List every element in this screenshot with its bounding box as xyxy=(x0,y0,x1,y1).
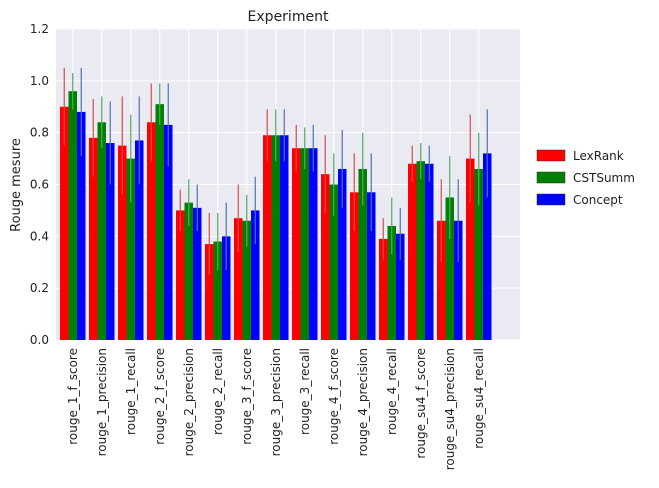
x-tick-label: rouge_su4_precision xyxy=(443,348,457,470)
x-tick-label: rouge_1_precision xyxy=(95,348,109,456)
x-tick-label: rouge_3_precision xyxy=(269,348,283,456)
x-tick-label: rouge_4_recall xyxy=(385,348,399,435)
bar-concept-rouge-3-f-score xyxy=(251,210,260,340)
bar-cstsumm-rouge-3-f-score xyxy=(242,220,251,340)
x-tick-label: rouge_3_f_score xyxy=(240,348,254,445)
y-tick-label: 0.0 xyxy=(30,333,49,347)
y-tick-label: 1.0 xyxy=(30,74,49,88)
bar-lexrank-rouge-1-recall xyxy=(118,145,127,340)
bar-cstsumm-rouge-4-precision xyxy=(358,168,367,340)
bar-lexrank-rouge-2-precision xyxy=(176,210,185,340)
y-tick-label: 0.6 xyxy=(30,178,49,192)
legend-swatch-cstsumm xyxy=(536,171,566,184)
legend-swatch-lexrank xyxy=(536,149,566,162)
legend-swatch-concept xyxy=(536,193,566,206)
bar-concept-rouge-4-precision xyxy=(367,192,376,340)
bar-cstsumm-rouge-1-f-score xyxy=(68,91,77,340)
bar-concept-rouge-2-recall xyxy=(222,236,231,340)
bar-cstsumm-rouge-su4-recall xyxy=(474,168,483,340)
bar-lexrank-rouge-3-precision xyxy=(263,135,272,340)
errors-layer xyxy=(63,67,488,276)
bar-lexrank-rouge-2-recall xyxy=(205,244,214,340)
x-tick-label: rouge_3_recall xyxy=(298,348,312,435)
bar-lexrank-rouge-3-recall xyxy=(292,148,301,340)
y-tick-label: 1.2 xyxy=(30,22,49,36)
x-tick-label: rouge_2_f_score xyxy=(153,348,167,445)
legend: LexRank CSTSumm Concept xyxy=(536,149,635,207)
x-tick-label: rouge_4_f_score xyxy=(327,348,341,445)
x-tick-labels: rouge_1_f_score rouge_1_precision rouge_1_… xyxy=(66,348,486,470)
bar-lexrank-rouge-4-recall xyxy=(379,238,388,340)
bar-concept-rouge-4-recall xyxy=(396,233,405,340)
bar-lexrank-rouge-3-f-score xyxy=(234,218,243,340)
bar-cstsumm-rouge-4-f-score xyxy=(329,184,338,340)
bar-concept-rouge-su4-recall xyxy=(483,153,492,340)
bar-lexrank-rouge-2-f-score xyxy=(147,122,156,340)
bar-concept-rouge-3-precision xyxy=(280,135,289,340)
bar-cstsumm-rouge-1-recall xyxy=(126,158,135,340)
x-tick-label: rouge_4_precision xyxy=(356,348,370,456)
y-tick-labels: 0.0 0.2 0.4 0.6 0.8 1.0 1.2 xyxy=(30,22,49,347)
bar-concept-rouge-su4-f-score xyxy=(425,163,434,340)
bar-lexrank-rouge-4-f-score xyxy=(321,174,330,340)
bar-cstsumm-rouge-2-f-score xyxy=(155,104,164,341)
bar-concept-rouge-2-precision xyxy=(193,207,202,340)
bar-concept-rouge-3-recall xyxy=(309,148,318,340)
x-tick-label: rouge_2_recall xyxy=(211,348,225,435)
x-tick-label: rouge_su4_recall xyxy=(472,348,486,449)
bar-lexrank-rouge-su4-recall xyxy=(466,158,475,340)
bar-cstsumm-rouge-su4-f-score xyxy=(416,161,425,340)
bar-lexrank-rouge-1-precision xyxy=(89,137,98,340)
bar-concept-rouge-1-recall xyxy=(135,140,144,340)
bar-cstsumm-rouge-2-recall xyxy=(213,241,222,340)
y-tick-label: 0.2 xyxy=(30,281,49,295)
x-tick-label: rouge_su4_f_score xyxy=(414,348,428,459)
bars-layer xyxy=(60,91,492,341)
chart-title: Experiment xyxy=(248,9,329,25)
bar-concept-rouge-su4-precision xyxy=(454,220,463,340)
bar-concept-rouge-2-f-score xyxy=(164,124,173,341)
bar-cstsumm-rouge-3-recall xyxy=(300,148,309,340)
bar-concept-rouge-4-f-score xyxy=(338,168,347,340)
bar-lexrank-rouge-1-f-score xyxy=(60,106,69,340)
y-tick-label: 0.4 xyxy=(30,229,49,243)
bar-cstsumm-rouge-3-precision xyxy=(271,135,280,340)
x-tick-label: rouge_1_f_score xyxy=(66,348,80,445)
bar-cstsumm-rouge-2-precision xyxy=(184,202,193,340)
bar-cstsumm-rouge-su4-precision xyxy=(445,197,454,340)
y-axis-label: Rouge mesure xyxy=(9,138,24,232)
bar-lexrank-rouge-4-precision xyxy=(350,192,359,340)
legend-label-lexrank: LexRank xyxy=(573,149,624,163)
y-tick-label: 0.8 xyxy=(30,126,49,140)
x-tick-label: rouge_2_precision xyxy=(182,348,196,456)
bar-cstsumm-rouge-1-precision xyxy=(97,122,106,340)
bar-concept-rouge-1-f-score xyxy=(77,111,86,340)
legend-label-cstsumm: CSTSumm xyxy=(573,171,635,185)
bar-lexrank-rouge-su4-f-score xyxy=(408,163,417,340)
bar-lexrank-rouge-su4-precision xyxy=(437,220,446,340)
bar-concept-rouge-1-precision xyxy=(106,143,115,340)
x-tick-label: rouge_1_recall xyxy=(124,348,138,435)
legend-label-concept: Concept xyxy=(573,193,623,207)
bar-cstsumm-rouge-4-recall xyxy=(387,225,396,340)
